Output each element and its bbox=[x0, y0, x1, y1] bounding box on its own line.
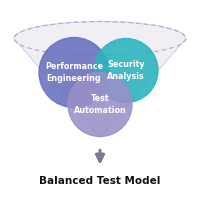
Polygon shape bbox=[14, 22, 186, 138]
Circle shape bbox=[94, 38, 158, 102]
Text: Security
Analysis: Security Analysis bbox=[107, 60, 145, 81]
Circle shape bbox=[39, 37, 109, 107]
Text: Balanced Test Model: Balanced Test Model bbox=[39, 176, 161, 186]
Text: Performance
Engineering: Performance Engineering bbox=[45, 62, 103, 83]
Text: Test
Automation: Test Automation bbox=[74, 94, 126, 115]
Circle shape bbox=[68, 73, 132, 136]
